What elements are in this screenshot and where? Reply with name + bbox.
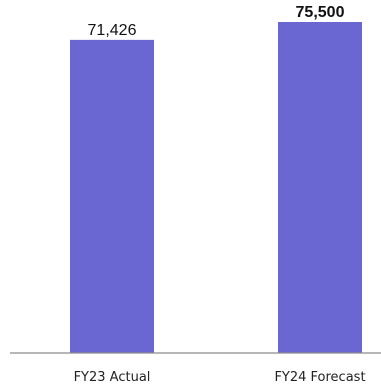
category-labels-group: FY23 Actual FY24 Forecast — [74, 370, 366, 385]
category-label-0: FY23 Actual — [74, 370, 151, 385]
value-label-0: 71,426 — [88, 22, 137, 39]
value-label-1: 75,500 — [296, 4, 345, 21]
bar-0 — [70, 39, 154, 354]
value-labels-group: 71,426 75,500 — [88, 4, 345, 39]
category-label-1: FY24 Forecast — [274, 370, 365, 385]
bars-group — [70, 22, 362, 354]
bar-1 — [278, 22, 362, 353]
